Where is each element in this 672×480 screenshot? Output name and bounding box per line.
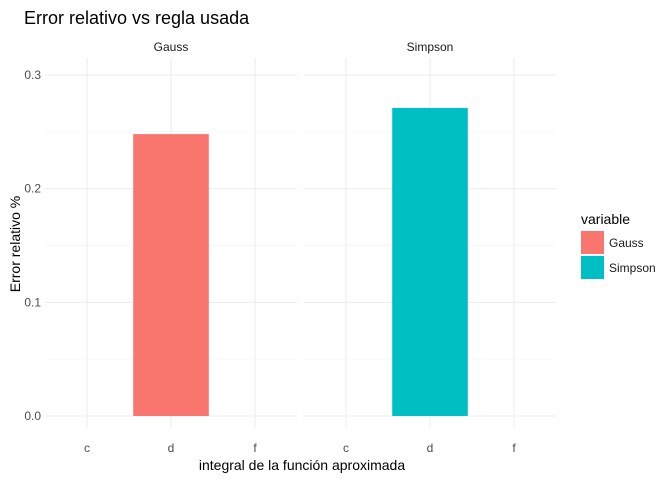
- chart-title: Error relativo vs regla usada: [24, 8, 250, 28]
- x-tick-label: d: [427, 441, 434, 455]
- y-axis-ticks: 0.0 0.1 0.2 0.3: [24, 68, 41, 423]
- legend-key-simpson: [581, 256, 604, 279]
- y-tick-label: 0.1: [24, 295, 41, 309]
- bar-simpson-d: [392, 107, 468, 417]
- x-axis-label: integral de la función aproximada: [199, 457, 405, 473]
- y-tick-label: 0.2: [24, 182, 41, 196]
- y-tick-label: 0.0: [24, 409, 41, 423]
- legend-label: Simpson: [609, 261, 656, 275]
- y-axis-label: Error relativo %: [7, 196, 23, 292]
- legend-title: variable: [581, 211, 630, 227]
- bar-gauss-d: [133, 134, 209, 416]
- x-tick-label: c: [84, 441, 90, 455]
- legend-label: Gauss: [609, 236, 644, 250]
- facet-panel-gauss: Gauss c d f: [45, 40, 297, 455]
- y-tick-label: 0.3: [24, 68, 41, 82]
- x-tick-label: c: [343, 441, 349, 455]
- legend-key-gauss: [581, 231, 604, 254]
- facet-label: Gauss: [154, 40, 189, 54]
- x-tick-label: f: [253, 441, 257, 455]
- legend: variable Gauss Simpson: [581, 211, 656, 279]
- facet-label: Simpson: [407, 40, 454, 54]
- x-tick-label: f: [512, 441, 516, 455]
- x-tick-label: d: [168, 441, 175, 455]
- facet-panels: Gauss c d f Simpson c d f: [45, 40, 556, 455]
- facet-panel-simpson: Simpson c d f: [304, 40, 556, 455]
